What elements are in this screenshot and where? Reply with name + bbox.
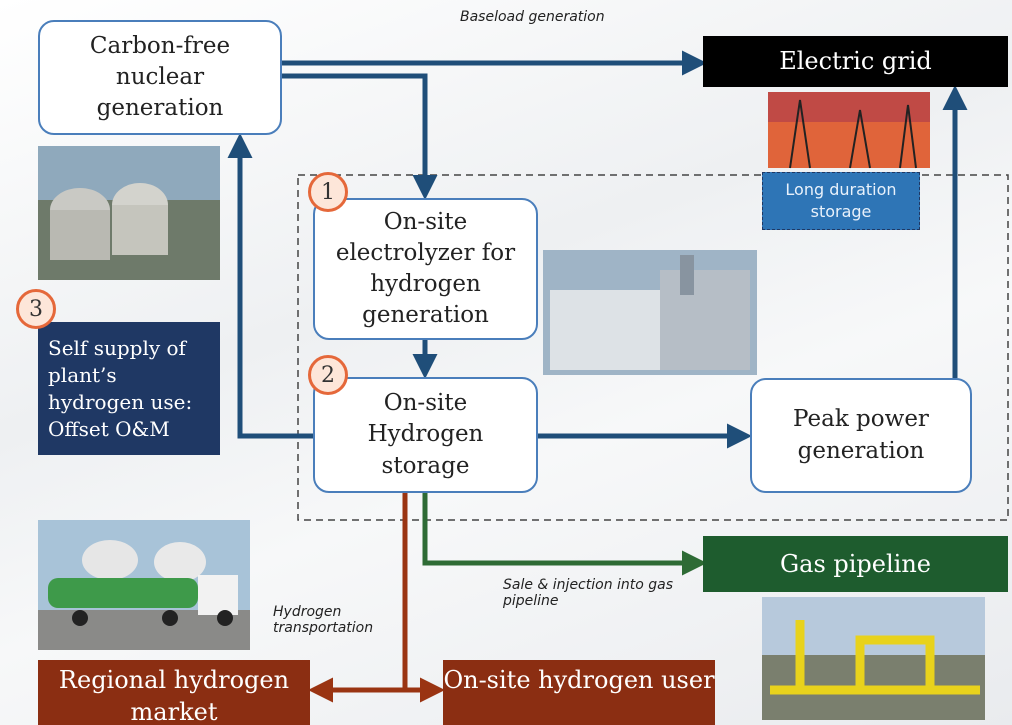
electrolyzer-node: On-site electrolyzer for hydrogen genera… [313,198,538,340]
sale-label: Sale & injection into gas pipeline [503,577,683,609]
grid-photo [768,92,930,168]
pipeline-photo [762,597,985,720]
peak-node: Peak power generation [750,378,972,493]
badge: 2 [308,355,348,395]
transport-arrows [318,493,435,690]
truck-photo [38,520,250,650]
grid-node: Electric grid [703,36,1008,87]
storage-node: On-site Hydrogen storage [313,377,538,493]
gas-arrow [425,493,697,563]
page: Baseload generation Sale & injection int… [0,0,1012,725]
electrolyzer-photo [543,250,757,375]
badge: 1 [308,172,348,212]
long-storage-node: Long duration storage [762,172,920,230]
nuclear-node: Carbon-free nuclear generation [38,20,282,135]
self-supply-node: Self supply of plant’s hydrogen use: Off… [38,322,220,455]
baseload-label: Baseload generation [460,9,605,25]
transport-label: Hydrogen transportation [273,604,403,636]
nuclear-photo [38,146,220,280]
gas-node: Gas pipeline [703,536,1008,592]
badge: 3 [16,289,56,329]
user-node: On-site hydrogen user [443,660,715,725]
regional-node: Regional hydrogen market [38,660,310,725]
